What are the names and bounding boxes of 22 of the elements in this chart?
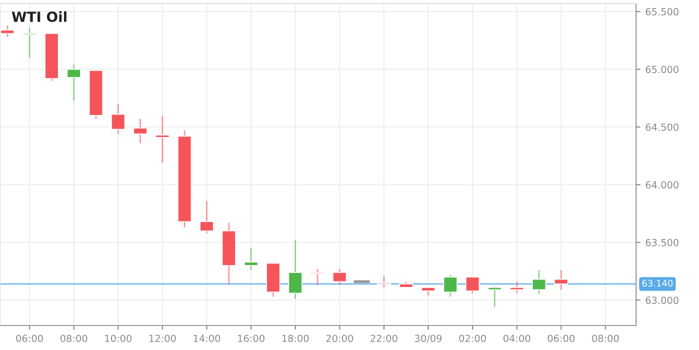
x-tick-label: 16:00 <box>238 334 264 342</box>
x-tick-label: 06:00 <box>548 334 575 342</box>
ref-line-label: 63.140 <box>642 280 673 287</box>
y-tick-label: 63.000 <box>646 296 678 304</box>
x-tick-label: 02:00 <box>459 334 486 342</box>
x-tick-label: 10:00 <box>105 334 132 342</box>
y-tick-label: 64.000 <box>646 181 678 189</box>
x-tick-label: 08:00 <box>592 334 619 342</box>
x-tick-label: 20:00 <box>326 334 354 342</box>
x-tick-label: 30/09 <box>414 334 442 343</box>
x-tick-label: 12:00 <box>149 334 176 342</box>
x-tick-label: 14:00 <box>194 334 220 342</box>
y-tick-label: 63.500 <box>646 238 678 246</box>
x-tick-label: 18:00 <box>282 334 309 342</box>
chart-title: WTI Oil <box>12 11 66 22</box>
x-tick-label: 06:00 <box>16 334 43 342</box>
y-tick-label: 65.000 <box>646 66 678 74</box>
x-tick-label: 22:00 <box>370 334 398 342</box>
x-tick-label: 04:00 <box>503 334 530 342</box>
x-tick-label: 08:00 <box>60 334 88 342</box>
y-tick-label: 64.500 <box>646 123 678 131</box>
y-tick-label: 65.500 <box>646 8 678 16</box>
